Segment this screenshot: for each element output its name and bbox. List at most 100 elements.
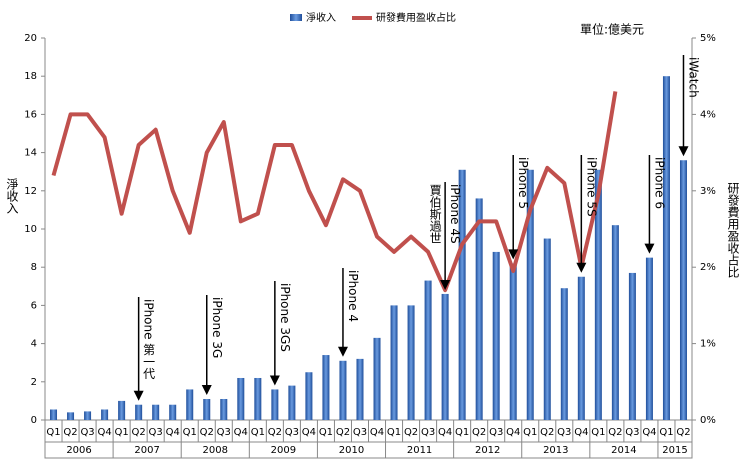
annotation-arrowhead	[269, 375, 280, 386]
x-tick-label: Q2	[404, 427, 418, 438]
x-tick-label: Q2	[336, 427, 350, 438]
annotation-arrowhead	[337, 346, 348, 357]
y-tick-label: 16	[24, 109, 37, 120]
bar	[322, 355, 330, 420]
annotation-arrowhead	[508, 249, 519, 260]
y2-tick-label: 2%	[700, 262, 716, 273]
bar	[407, 305, 415, 420]
x-tick-label: Q1	[46, 427, 60, 438]
annotation: iPhone 6	[652, 157, 666, 209]
x-tick-label: Q1	[523, 427, 537, 438]
bar	[424, 280, 432, 420]
x-tick-label: Q1	[387, 427, 401, 438]
line	[51, 91, 618, 293]
bar	[152, 404, 160, 420]
annotation-arrowhead	[678, 146, 689, 157]
annotation: iPhone 5S	[584, 157, 598, 217]
bar	[203, 398, 211, 420]
annotation: iWatch	[686, 57, 700, 98]
x-tick-label: Q3	[353, 427, 367, 438]
bar	[662, 76, 670, 420]
x-tick-label: Q2	[268, 427, 282, 438]
year-label: 2007	[134, 445, 159, 456]
annotation: iPhone 3G	[210, 297, 224, 358]
legend-label: 研發費用盈收占比	[376, 11, 456, 24]
bar	[186, 389, 194, 420]
y2-tick-label: 3%	[700, 186, 716, 197]
x-tick-label: Q3	[149, 427, 163, 438]
x-tick-label: Q4	[370, 427, 384, 438]
bar	[509, 263, 517, 420]
x-tick-label: Q4	[506, 427, 520, 438]
bar	[492, 251, 500, 420]
y2-tick-label: 5%	[700, 33, 716, 44]
bar	[543, 238, 551, 420]
bar	[356, 358, 364, 420]
x-tick-label: Q4	[302, 427, 316, 438]
y-tick-label: 4	[31, 339, 37, 350]
x-tick-label: Q3	[285, 427, 299, 438]
y-tick-label: 12	[24, 186, 37, 197]
annotation-arrowhead	[644, 243, 655, 254]
bar	[373, 337, 381, 420]
bar	[118, 400, 126, 420]
bar	[611, 225, 619, 420]
x-tick-label: Q1	[115, 427, 129, 438]
x-tick-label: Q1	[455, 427, 469, 438]
y-tick-label: 20	[24, 33, 37, 44]
x-tick-label: Q1	[183, 427, 197, 438]
y-tick-label: 18	[24, 71, 37, 82]
annotation-arrowhead	[133, 390, 144, 401]
x-tick-label: Q2	[608, 427, 622, 438]
bar	[560, 288, 568, 420]
x-tick-label: Q4	[642, 427, 656, 438]
year-label: 2009	[271, 445, 296, 456]
x-tick-label: Q1	[319, 427, 333, 438]
bar	[169, 404, 177, 420]
x-tick-label: Q4	[574, 427, 588, 438]
bar	[390, 305, 398, 420]
x-tick-label: Q1	[251, 427, 265, 438]
bar	[237, 377, 245, 420]
y-tick-label: 6	[31, 300, 37, 311]
bar	[254, 377, 262, 420]
bar	[645, 257, 653, 420]
year-label: 2010	[339, 445, 364, 456]
x-tick-label: Q4	[438, 427, 452, 438]
y2-tick-label: 4%	[700, 109, 716, 120]
bar	[475, 198, 483, 420]
bar	[101, 409, 109, 420]
annotation-arrowhead	[440, 279, 451, 290]
year-label: 2012	[475, 445, 500, 456]
y-tick-label: 0	[31, 415, 37, 426]
annotation: iPhone 4	[346, 270, 360, 322]
year-label: 2015	[662, 445, 687, 456]
bar	[458, 169, 466, 420]
annotation-arrowhead	[201, 384, 212, 395]
x-tick-label: Q3	[489, 427, 503, 438]
y-tick-label: 2	[31, 377, 37, 388]
x-tick-label: Q3	[80, 427, 94, 438]
y-tick-label: 10	[24, 224, 37, 235]
annotation: iPhone 3GS	[278, 283, 292, 352]
x-tick-label: Q2	[540, 427, 554, 438]
bar	[305, 372, 313, 420]
x-tick-label: Q2	[200, 427, 214, 438]
y-tick-label: 14	[24, 148, 37, 159]
y2-tick-label: 1%	[700, 339, 716, 350]
x-tick-label: Q2	[63, 427, 77, 438]
bar	[50, 409, 58, 420]
legend-label: 淨收入	[306, 11, 336, 24]
unit-note: 單位:億美元	[580, 22, 644, 37]
bar	[679, 160, 687, 421]
y-tick-label: 8	[31, 262, 37, 273]
bar	[220, 398, 228, 420]
annotation-arrowhead	[576, 262, 587, 273]
x-tick-label: Q4	[234, 427, 248, 438]
x-tick-label: Q1	[591, 427, 605, 438]
legend-swatch	[290, 14, 302, 21]
x-tick-label: Q3	[217, 427, 231, 438]
year-label: 2011	[407, 445, 432, 456]
x-tick-label: Q2	[676, 427, 690, 438]
